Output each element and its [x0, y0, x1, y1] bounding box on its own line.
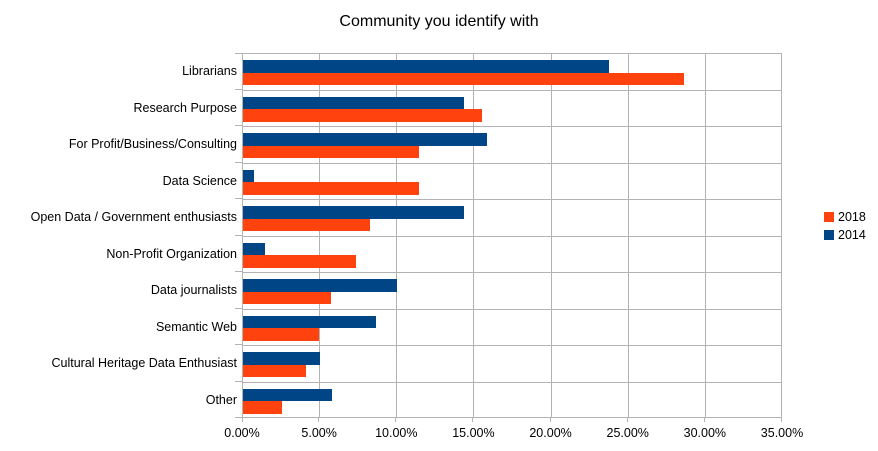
- legend: 2018 2014: [824, 208, 866, 244]
- bar-2014: [243, 96, 464, 109]
- category-label: Other: [205, 392, 237, 407]
- y-axis-tick: [235, 344, 242, 345]
- category-label: Non-Profit Organization: [106, 246, 237, 261]
- gridline-horizontal: [243, 126, 781, 127]
- category-label: Open Data / Government enthusiasts: [30, 210, 237, 224]
- bar-2018: [243, 109, 483, 122]
- gridline-horizontal: [243, 345, 781, 346]
- bar-2018: [243, 255, 356, 268]
- bar-2014: [243, 133, 487, 146]
- y-axis-tick: [235, 53, 242, 54]
- bar-2018: [243, 328, 319, 341]
- bar-2018: [243, 291, 331, 304]
- gridline-horizontal: [243, 381, 781, 383]
- x-axis-label: 30.00%: [683, 426, 727, 440]
- gridline-horizontal: [243, 162, 781, 164]
- x-axis-label: 25.00%: [606, 426, 649, 440]
- gridline-horizontal: [243, 199, 781, 200]
- bar-2014: [243, 242, 265, 255]
- legend-label: 2018: [838, 210, 866, 224]
- bar-2018: [243, 182, 419, 195]
- bar-2014: [243, 388, 333, 401]
- legend-label: 2014: [838, 228, 866, 242]
- bar-2014: [243, 169, 254, 182]
- y-axis-tick: [235, 271, 242, 272]
- chart-title: Community you identify with: [339, 13, 539, 30]
- bar-2018: [243, 218, 370, 231]
- category-label: Librarians: [182, 64, 237, 78]
- bar-2018: [243, 401, 282, 414]
- y-axis-tick: [235, 161, 242, 163]
- x-axis-label: 0.00%: [224, 426, 260, 440]
- x-axis-tick: [472, 418, 474, 422]
- x-axis-tick: [781, 418, 782, 422]
- bar-2018: [243, 72, 685, 85]
- x-axis-tick: [242, 418, 243, 422]
- bar-2014: [243, 352, 321, 365]
- bar-2018: [243, 364, 307, 377]
- category-label: Research Purpose: [133, 100, 237, 115]
- y-axis-tick: [235, 417, 242, 418]
- legend-swatch-2014: [824, 230, 834, 240]
- category-label: Data journalists: [150, 283, 237, 297]
- x-axis-label: 10.00%: [375, 426, 418, 440]
- bar-2014: [243, 206, 464, 219]
- legend-swatch-2018: [824, 212, 834, 222]
- x-axis-label: 15.00%: [452, 426, 495, 440]
- x-axis-tick: [549, 418, 551, 422]
- legend-entry: 2014: [824, 226, 866, 244]
- gridline-horizontal: [243, 272, 781, 273]
- x-axis-tick: [395, 418, 397, 422]
- x-axis-label: 20.00%: [529, 426, 572, 440]
- y-axis-tick: [235, 125, 242, 126]
- y-axis-tick: [235, 307, 242, 309]
- x-axis-label: 5.00%: [301, 426, 337, 440]
- y-axis-tick: [235, 234, 242, 236]
- y-axis-tick: [235, 380, 242, 382]
- x-axis-label: 35.00%: [760, 426, 804, 440]
- bar-2014: [243, 60, 609, 73]
- category-label: Semantic Web: [155, 319, 237, 334]
- category-label: Cultural Heritage Data Enthusiast: [51, 356, 237, 370]
- x-axis-tick: [318, 418, 320, 422]
- category-label: Data Science: [162, 173, 237, 188]
- y-axis-tick: [235, 198, 242, 199]
- bar-2014: [243, 315, 376, 328]
- bar-2018: [243, 145, 419, 158]
- gridline-horizontal: [243, 89, 781, 91]
- y-axis-tick: [235, 88, 242, 90]
- x-axis-tick: [626, 418, 628, 422]
- legend-entry: 2018: [824, 208, 866, 226]
- gridline-horizontal: [243, 235, 781, 237]
- category-label: For Profit/Business/Consulting: [68, 137, 237, 151]
- bar-2014: [243, 279, 398, 292]
- gridline-horizontal: [243, 308, 781, 310]
- x-axis-tick: [703, 418, 705, 422]
- plot-area: [242, 53, 782, 418]
